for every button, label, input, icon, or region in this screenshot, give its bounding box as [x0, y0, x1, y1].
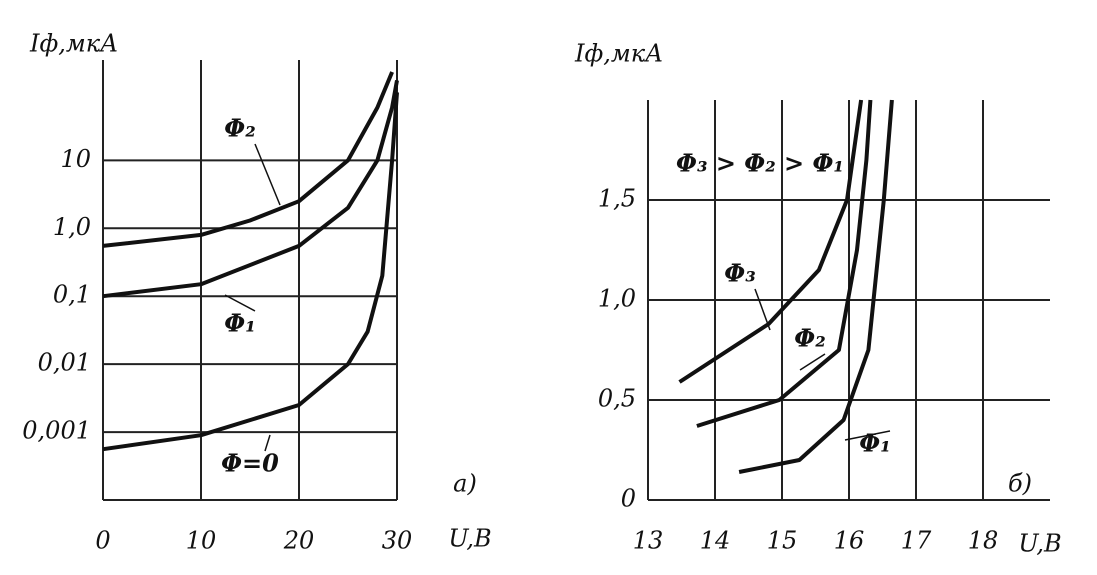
- y-tick-label: 0,1: [53, 281, 91, 309]
- x-tick-label: 15: [767, 527, 798, 555]
- series-label: Φ₃: [724, 259, 755, 288]
- panel-label: б): [1008, 470, 1032, 498]
- x-tick-label: 0: [95, 527, 110, 555]
- y-axis-label: Iф,мкА: [574, 40, 663, 68]
- y-tick-label: 1,5: [598, 185, 636, 213]
- y-tick-label: 1,0: [598, 285, 636, 313]
- curve: [102, 80, 399, 299]
- y-tick-label: 1,0: [53, 213, 91, 241]
- curve: [102, 92, 399, 452]
- leader-line: [254, 143, 281, 206]
- x-tick-label: 30: [382, 527, 413, 555]
- x-tick-label: 13: [633, 527, 664, 555]
- x-tick-label: 17: [901, 527, 932, 555]
- series-label: Φ=0: [221, 449, 279, 478]
- leader-line: [754, 288, 771, 331]
- x-tick-label: 20: [283, 527, 315, 555]
- curve: [696, 99, 873, 428]
- y-tick-label: 0,5: [598, 385, 636, 413]
- y-tick-label: 0,01: [38, 349, 91, 377]
- annotation: Φ₃ > Φ₂ > Φ₁: [676, 149, 844, 178]
- curve: [678, 99, 864, 384]
- x-tick-label: 14: [700, 527, 731, 555]
- panel-label: а): [453, 470, 477, 498]
- leader-line: [799, 353, 826, 371]
- series-label: Φ₂: [224, 114, 255, 143]
- series-label: Φ₁: [224, 309, 255, 338]
- y-axis-label: Iф,мкА: [29, 30, 118, 58]
- curve: [102, 71, 394, 248]
- x-axis-label: U,B: [448, 525, 491, 553]
- x-tick-label: 16: [834, 527, 865, 555]
- curve: [738, 99, 894, 474]
- leader-line: [264, 434, 271, 452]
- series-label: Φ₂: [794, 324, 825, 353]
- leader-line: [224, 294, 256, 312]
- x-tick-label: 18: [968, 527, 999, 555]
- y-tick-label: 0: [621, 485, 636, 513]
- leader-line: [844, 430, 891, 441]
- x-tick-label: 10: [186, 527, 217, 555]
- series-label: Φ₁: [859, 429, 890, 458]
- y-tick-label: 0,001: [22, 417, 91, 445]
- x-axis-label: U,B: [1018, 530, 1061, 558]
- y-tick-label: 10: [60, 145, 91, 173]
